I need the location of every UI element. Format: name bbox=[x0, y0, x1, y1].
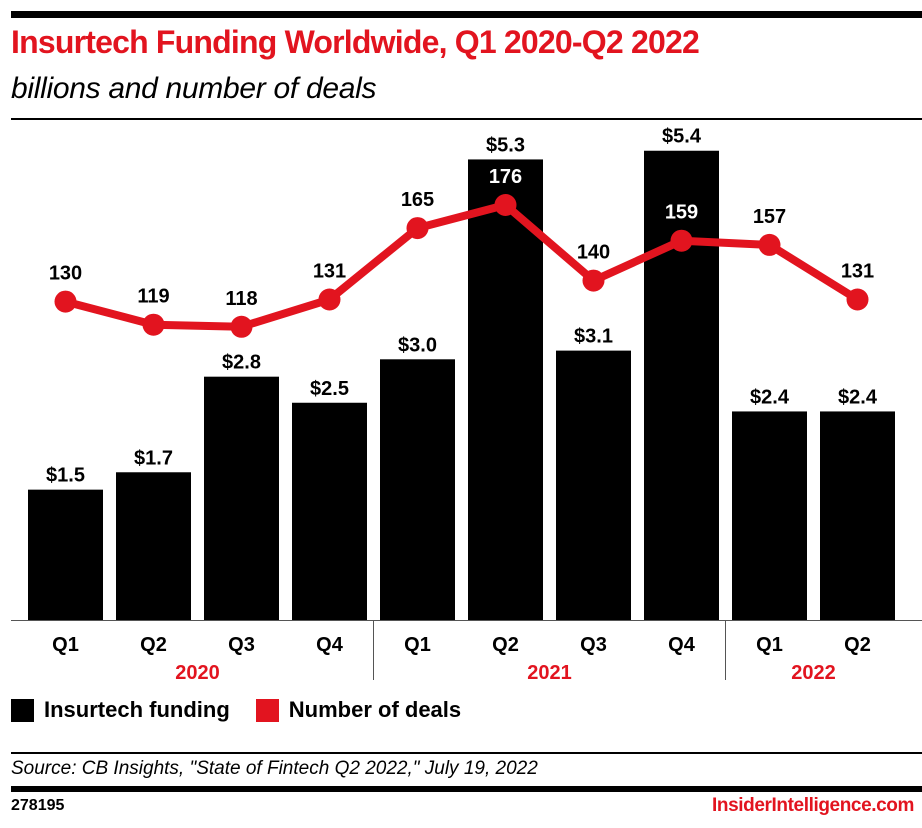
x-group-label: 2022 bbox=[791, 662, 836, 684]
subtitle-rule bbox=[11, 118, 922, 120]
bar bbox=[116, 472, 191, 620]
chart-id: 278195 bbox=[11, 797, 65, 814]
deals-point bbox=[142, 313, 165, 336]
deals-value-label: 140 bbox=[577, 242, 610, 264]
data-labels: $1.5 $1.7 $2.8 $2.5 $3.0 $5.3 $3.1 $5.4 $2.4 $2.4… bbox=[46, 126, 878, 487]
deals-point bbox=[406, 217, 429, 240]
deals-point bbox=[582, 269, 605, 292]
bottom-rule bbox=[11, 786, 922, 792]
brand-link[interactable]: InsiderIntelligence.com bbox=[712, 795, 914, 816]
x-tick-label: Q2 bbox=[140, 634, 167, 656]
bar-value-label: $1.5 bbox=[46, 465, 85, 487]
x-group-label: 2020 bbox=[175, 662, 220, 684]
deals-value-label: 118 bbox=[225, 288, 257, 310]
bar bbox=[820, 411, 895, 620]
deals-point bbox=[318, 288, 341, 311]
source-note: Source: CB Insights, "State of Fintech Q… bbox=[11, 758, 538, 779]
top-rule bbox=[11, 11, 922, 18]
legend: Insurtech funding Number of deals bbox=[11, 697, 487, 723]
deals-point bbox=[758, 233, 781, 256]
deals-value-label: 165 bbox=[401, 189, 434, 211]
legend-label-funding: Insurtech funding bbox=[44, 697, 230, 722]
deals-value-label: 159 bbox=[665, 202, 698, 224]
bar-value-label: $2.8 bbox=[222, 352, 261, 374]
x-tick-label: Q4 bbox=[668, 634, 696, 656]
deals-line bbox=[64, 201, 860, 331]
legend-label-deals: Number of deals bbox=[288, 697, 462, 722]
bar-value-label: $2.4 bbox=[838, 386, 878, 408]
bar bbox=[380, 359, 455, 620]
x-tick-label: Q3 bbox=[580, 634, 607, 656]
chart-subtitle: billions and number of deals bbox=[11, 72, 377, 105]
legend-swatch-funding bbox=[11, 698, 34, 722]
deals-point bbox=[846, 288, 869, 311]
source-rule bbox=[11, 752, 922, 754]
bar bbox=[28, 489, 103, 620]
bar-value-label: $5.3 bbox=[486, 134, 525, 156]
x-axis: Q1 Q2 Q3 Q4 Q1 Q2 Q3 Q4 Q1 Q2 2020 2021 2022 bbox=[11, 620, 922, 684]
bar bbox=[468, 159, 543, 620]
deals-value-label: 176 bbox=[489, 166, 522, 188]
deals-value-label: 131 bbox=[313, 261, 346, 283]
bar-value-label: $3.1 bbox=[574, 326, 613, 348]
deals-value-label: 130 bbox=[49, 263, 82, 285]
deals-point bbox=[54, 290, 77, 313]
legend-item-funding: Insurtech funding bbox=[11, 697, 230, 723]
deals-point bbox=[670, 229, 693, 252]
legend-swatch-deals bbox=[255, 698, 279, 722]
bar-value-label: $2.5 bbox=[310, 378, 349, 400]
x-tick-label: Q2 bbox=[492, 634, 519, 656]
bar bbox=[732, 411, 807, 620]
deals-point bbox=[230, 315, 253, 338]
bar-value-label: $1.7 bbox=[134, 447, 173, 469]
deals-value-label: 131 bbox=[841, 261, 874, 283]
x-tick-label: Q3 bbox=[228, 634, 255, 656]
bar bbox=[556, 350, 631, 620]
legend-item-deals: Number of deals bbox=[255, 697, 462, 723]
x-tick-label: Q1 bbox=[52, 634, 79, 656]
chart-title: Insurtech Funding Worldwide, Q1 2020-Q2 … bbox=[11, 24, 700, 60]
bar-value-label: $3.0 bbox=[398, 334, 437, 356]
bar-value-label: $5.4 bbox=[662, 126, 702, 148]
bar-value-label: $2.4 bbox=[750, 386, 790, 408]
x-tick-label: Q1 bbox=[756, 634, 783, 656]
bar bbox=[644, 150, 719, 621]
bar-series-funding bbox=[28, 150, 895, 621]
x-group-label: 2021 bbox=[527, 662, 572, 684]
line-series-deals bbox=[54, 194, 869, 338]
deals-point bbox=[494, 194, 517, 216]
bar bbox=[204, 376, 279, 620]
x-tick-label: Q4 bbox=[316, 634, 344, 656]
deals-value-label: 157 bbox=[753, 206, 786, 228]
x-tick-label: Q1 bbox=[404, 634, 431, 656]
bar bbox=[292, 402, 367, 620]
x-tick-label: Q2 bbox=[844, 634, 871, 656]
deals-value-label: 119 bbox=[137, 286, 169, 308]
